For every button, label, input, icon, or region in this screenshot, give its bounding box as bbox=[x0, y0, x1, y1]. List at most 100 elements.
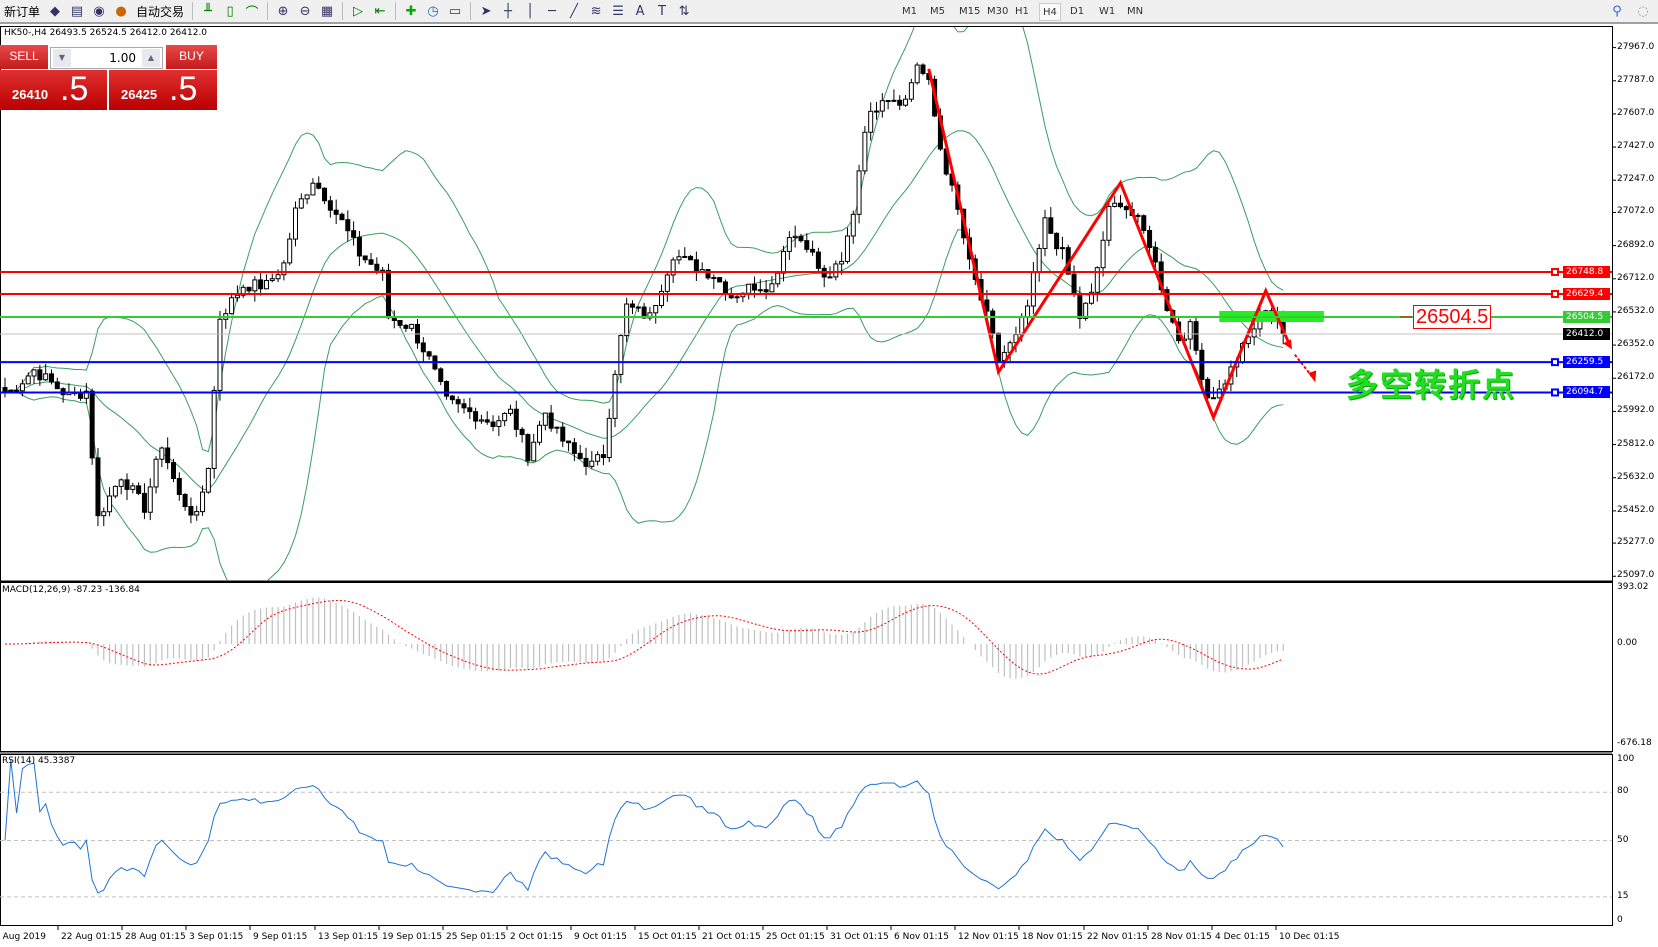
date-axis-label: 31 Oct 01:15 bbox=[830, 932, 889, 942]
candle bbox=[560, 422, 566, 448]
candle-bull bbox=[757, 289, 763, 292]
buy-price[interactable]: 26425 .5 bbox=[109, 70, 217, 110]
text-icon[interactable]: A bbox=[635, 3, 645, 19]
price-annotation[interactable]: 26504.5 bbox=[1413, 305, 1492, 329]
periods-icon[interactable]: ◷ bbox=[427, 3, 439, 19]
candle bbox=[659, 284, 665, 309]
candle bbox=[124, 473, 130, 501]
separator bbox=[395, 2, 397, 20]
timeframe-m15[interactable]: M15 bbox=[959, 6, 981, 17]
candle-bull bbox=[676, 256, 682, 261]
candle bbox=[229, 292, 235, 315]
candle-bull bbox=[496, 420, 502, 427]
turning-point-annotation[interactable]: 多空转折点 bbox=[1346, 366, 1517, 404]
candle-bull bbox=[839, 260, 845, 265]
lot-size-input[interactable]: ▼ 1.00 ▲ bbox=[50, 47, 163, 69]
buy-button[interactable]: BUY bbox=[166, 45, 217, 69]
chart-shift-icon[interactable]: ⇤ bbox=[374, 3, 386, 19]
auto-trading-button[interactable]: 自动交易 bbox=[136, 4, 185, 19]
candle-bear bbox=[54, 381, 60, 390]
trendline-icon[interactable]: ╱ bbox=[570, 3, 578, 19]
equidistant-channel-icon[interactable]: ≋ bbox=[590, 3, 602, 19]
price-tag: 26259.5 bbox=[1563, 356, 1610, 369]
candle bbox=[647, 307, 653, 321]
zigzag-line[interactable] bbox=[927, 68, 1291, 422]
line-handle[interactable] bbox=[1551, 388, 1559, 397]
timeframe-m1[interactable]: M1 bbox=[902, 6, 917, 17]
candle bbox=[502, 412, 508, 427]
market-watch-icon[interactable]: ▤ bbox=[70, 3, 84, 19]
crosshair-icon[interactable]: ┼ bbox=[504, 3, 512, 19]
candle-bull bbox=[914, 64, 920, 84]
candle bbox=[217, 310, 223, 401]
price-tag: 26504.5 bbox=[1563, 310, 1610, 323]
vertical-line-icon[interactable]: │ bbox=[526, 3, 534, 19]
price-axis-label: 26712.0 bbox=[1617, 272, 1655, 283]
buy-price-pip: .5 bbox=[169, 70, 198, 108]
candle-bull bbox=[25, 375, 31, 385]
auto-scroll-icon[interactable]: ▷ bbox=[353, 3, 364, 19]
candle bbox=[333, 199, 339, 224]
timeframe-d1[interactable]: D1 bbox=[1070, 6, 1085, 17]
candle bbox=[351, 221, 357, 246]
candle bbox=[676, 249, 682, 265]
candle bbox=[1030, 262, 1036, 314]
candle bbox=[263, 274, 269, 290]
zoom-in-icon[interactable]: ⊕ bbox=[277, 3, 289, 19]
timeframe-h1[interactable]: H1 bbox=[1015, 6, 1029, 17]
line-handle[interactable] bbox=[1551, 289, 1559, 298]
candle bbox=[165, 437, 171, 470]
chat-icon[interactable]: ◌ bbox=[1637, 3, 1649, 19]
folder-icon[interactable]: ◆ bbox=[50, 3, 61, 19]
candle-chart-icon[interactable]: ▯ bbox=[226, 3, 234, 19]
candle-bull bbox=[130, 485, 136, 490]
tile-windows-icon[interactable]: ▦ bbox=[320, 3, 334, 19]
lot-decrease-button[interactable]: ▼ bbox=[53, 49, 71, 67]
candle bbox=[397, 319, 403, 329]
signal-icon[interactable]: ◉ bbox=[93, 3, 105, 19]
chart-canvas[interactable] bbox=[0, 26, 1658, 947]
candle-bear bbox=[449, 395, 455, 401]
candle-bull bbox=[1036, 247, 1042, 273]
date-axis-label: 13 Sep 01:15 bbox=[318, 932, 379, 942]
timeframe-h4[interactable]: H4 bbox=[1039, 3, 1061, 21]
indicators-icon[interactable]: ✚ bbox=[405, 3, 417, 19]
line-handle[interactable] bbox=[1551, 358, 1559, 367]
zoom-out-icon[interactable]: ⊖ bbox=[299, 3, 311, 19]
line-handle[interactable] bbox=[1551, 267, 1559, 276]
text-label-icon[interactable]: T bbox=[658, 3, 666, 19]
arrows-icon[interactable]: ⇅ bbox=[678, 3, 690, 19]
fibonacci-icon[interactable]: ☰ bbox=[612, 3, 624, 19]
candle bbox=[188, 497, 194, 524]
cursor-icon[interactable]: ➤ bbox=[480, 3, 492, 19]
timeframe-m30[interactable]: M30 bbox=[987, 6, 1009, 17]
candle-bull bbox=[635, 306, 641, 309]
candle bbox=[170, 458, 176, 483]
candle-bull bbox=[1088, 291, 1094, 304]
candle bbox=[519, 427, 525, 443]
candle-bear bbox=[95, 457, 101, 517]
candle bbox=[868, 102, 874, 141]
sell-price[interactable]: 26410 .5 bbox=[0, 70, 107, 110]
candle bbox=[537, 420, 543, 446]
candle bbox=[130, 482, 136, 494]
candle-bear bbox=[600, 454, 606, 459]
horizontal-line-icon[interactable]: ─ bbox=[548, 3, 556, 19]
templates-icon[interactable]: ▭ bbox=[448, 3, 462, 19]
rsi-plot bbox=[0, 759, 1612, 898]
candle bbox=[19, 379, 25, 397]
bar-chart-icon[interactable]: ╨ bbox=[204, 3, 212, 19]
date-axis-label: 22 Aug 01:15 bbox=[61, 932, 122, 942]
line-chart-icon[interactable]: ⌒ bbox=[245, 5, 259, 21]
timeframe-mn[interactable]: MN bbox=[1127, 6, 1144, 17]
auto-trading-icon[interactable]: ● bbox=[115, 3, 127, 19]
timeframe-m5[interactable]: M5 bbox=[930, 6, 945, 17]
candle-bull bbox=[1042, 217, 1048, 249]
search-icon[interactable]: ⚲ bbox=[1612, 3, 1622, 19]
sell-button[interactable]: SELL bbox=[0, 45, 48, 69]
new-order-button[interactable]: 新订单 bbox=[4, 4, 41, 19]
candle bbox=[43, 363, 49, 381]
candle bbox=[60, 387, 66, 403]
timeframe-w1[interactable]: W1 bbox=[1099, 6, 1116, 17]
lot-increase-button[interactable]: ▲ bbox=[142, 49, 160, 67]
